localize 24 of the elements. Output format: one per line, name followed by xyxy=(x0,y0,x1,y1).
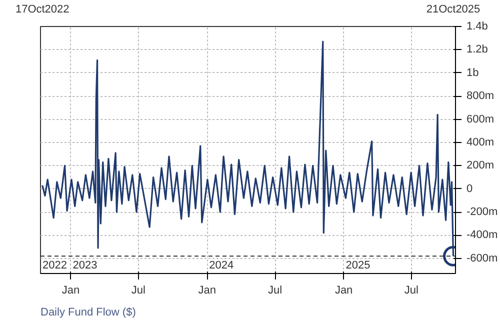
y-tick-label: -400m xyxy=(466,229,498,242)
y-tick-label: 1.4b xyxy=(466,20,488,32)
annotation: 2022 xyxy=(42,260,67,272)
y-tick-label: 800m xyxy=(466,90,494,102)
x-tick-label: Jan xyxy=(334,284,353,296)
y-tick-label: 600m xyxy=(466,113,494,126)
x-tick-label: Jul xyxy=(268,284,282,296)
x-tick-label: Jan xyxy=(198,284,216,296)
y-tick-label: 1b xyxy=(466,66,479,79)
y-tick-label: -200m xyxy=(466,206,498,218)
y-tick-label: 0 xyxy=(466,182,473,195)
y-tick-label: 200m xyxy=(466,160,494,172)
x2-tick-label: 21Oct2025 xyxy=(426,4,480,16)
y-tick-label: -600m xyxy=(466,252,498,264)
text: Daily Fund Flow ($) xyxy=(40,306,136,318)
annotation: 2024 xyxy=(209,260,234,272)
y-tick-label: 400m xyxy=(466,136,494,148)
x-tick-label: Jan xyxy=(62,284,80,296)
x2-tick-label: 17Oct2022 xyxy=(15,4,70,16)
y-tick-label: 1.2b xyxy=(466,44,488,56)
annotation: 2025 xyxy=(346,260,370,272)
x-tick-label: Jul xyxy=(404,284,418,296)
annotation: 2023 xyxy=(72,260,98,272)
x-tick-label: Jul xyxy=(131,284,146,296)
